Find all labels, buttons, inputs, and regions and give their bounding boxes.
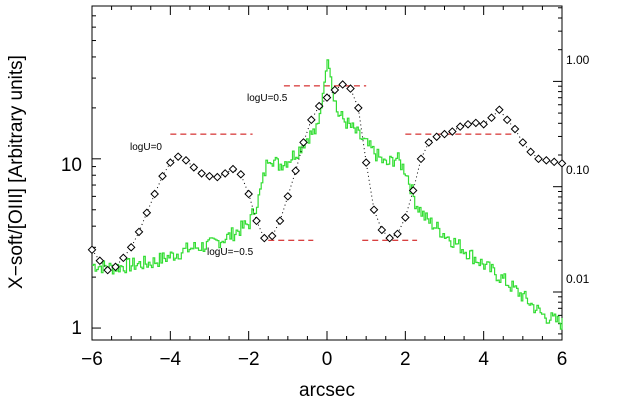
ratio-point bbox=[189, 163, 199, 172]
x-tick-labels: −6 −4 −2 0 2 4 6 bbox=[81, 349, 567, 370]
ratio-point bbox=[205, 171, 214, 181]
x-tick-label: 6 bbox=[557, 349, 568, 370]
ratio-point bbox=[150, 189, 159, 199]
ratio-point bbox=[244, 189, 253, 199]
ratio-point bbox=[299, 138, 308, 147]
ratio-point bbox=[448, 127, 457, 136]
x-tick-label: −4 bbox=[159, 349, 181, 370]
ratio-point bbox=[377, 225, 387, 235]
level-labels: logU=0 logU=0.5 logU=−0.5 bbox=[130, 93, 288, 258]
green-profile-series bbox=[92, 59, 563, 330]
x-tick-label: −6 bbox=[81, 349, 103, 370]
ratio-point bbox=[158, 171, 167, 181]
ratio-point bbox=[557, 159, 567, 168]
ratio-point bbox=[502, 115, 512, 125]
ratio-point bbox=[134, 227, 144, 237]
x-axis-title: arcsec bbox=[299, 380, 355, 401]
y-right-tick-label: 1.00 bbox=[566, 53, 590, 67]
x-tick-label: −2 bbox=[238, 349, 260, 370]
y-right-tick-label: 0.01 bbox=[566, 272, 590, 286]
ratio-point bbox=[252, 216, 261, 226]
ratio-point bbox=[322, 93, 332, 102]
ratio-point bbox=[526, 147, 535, 157]
level-lines bbox=[170, 85, 515, 241]
ratio-point bbox=[440, 129, 449, 139]
x-tick-label: 2 bbox=[400, 349, 411, 370]
axis-ticks bbox=[91, 6, 563, 340]
ratio-point bbox=[385, 233, 394, 243]
ratio-point bbox=[338, 80, 347, 89]
ratio-point bbox=[479, 119, 488, 129]
ratio-point bbox=[361, 158, 371, 167]
ratio-point bbox=[518, 138, 528, 147]
ratio-point bbox=[432, 132, 441, 142]
ratio-point bbox=[401, 213, 410, 222]
ratio-point bbox=[369, 205, 379, 215]
ratio-point bbox=[197, 169, 206, 178]
y-right-tick-label: 0.10 bbox=[566, 163, 590, 177]
ratio-point bbox=[424, 138, 434, 147]
ratio-point bbox=[471, 118, 481, 128]
ratio-point bbox=[260, 233, 269, 243]
ratio-point bbox=[103, 265, 112, 275]
ratio-point bbox=[126, 243, 136, 252]
y-left-tick-labels: 1 10 bbox=[61, 155, 82, 339]
ratio-point bbox=[510, 124, 520, 134]
ratio-point bbox=[142, 208, 152, 218]
ratio-point bbox=[354, 103, 363, 113]
y-axis-title: X−soft/[OIII] [Arbitrary units] bbox=[6, 55, 27, 289]
ratio-point bbox=[534, 154, 543, 164]
ratio-point bbox=[181, 156, 191, 165]
ratio-point bbox=[408, 186, 418, 195]
ratio-series bbox=[87, 80, 567, 275]
ratio-point bbox=[495, 105, 504, 115]
ratio-point bbox=[549, 157, 559, 167]
ratio-point bbox=[111, 262, 120, 272]
ratio-point bbox=[275, 216, 285, 226]
ratio-point bbox=[166, 158, 175, 167]
ratio-point bbox=[463, 119, 473, 129]
ratio-point bbox=[87, 245, 97, 255]
ratio-point bbox=[330, 85, 340, 95]
ratio-point bbox=[220, 169, 230, 178]
x-tick-label: 4 bbox=[478, 349, 489, 370]
ratio-point bbox=[346, 84, 355, 93]
y-right-tick-labels: 0.01 0.10 1.00 bbox=[566, 53, 590, 286]
level-label-logu-0: logU=0 bbox=[130, 142, 162, 153]
ratio-point bbox=[416, 154, 426, 164]
ratio-point bbox=[119, 253, 128, 263]
y-left-tick-label: 1 bbox=[71, 318, 82, 339]
ratio-point bbox=[173, 152, 183, 161]
y-left-tick-label: 10 bbox=[61, 155, 82, 176]
ratio-point bbox=[393, 229, 402, 239]
ratio-point bbox=[291, 166, 300, 176]
ratio-point bbox=[542, 156, 551, 165]
ratio-point bbox=[236, 170, 246, 179]
level-label-logu-minus-0.5: logU=−0.5 bbox=[207, 247, 254, 258]
level-label-logu-0.5: logU=0.5 bbox=[247, 93, 288, 104]
profile-line bbox=[92, 59, 563, 330]
ratio-point bbox=[314, 101, 324, 111]
ratio-point bbox=[213, 172, 222, 182]
ratio-point bbox=[283, 192, 293, 201]
ratio-point bbox=[267, 231, 277, 241]
ratio-point bbox=[307, 115, 316, 125]
ratio-point bbox=[95, 256, 105, 266]
ratio-point bbox=[455, 122, 465, 131]
ratio-point bbox=[487, 113, 496, 123]
ratio-point bbox=[228, 164, 238, 174]
x-tick-label: 0 bbox=[322, 349, 333, 370]
